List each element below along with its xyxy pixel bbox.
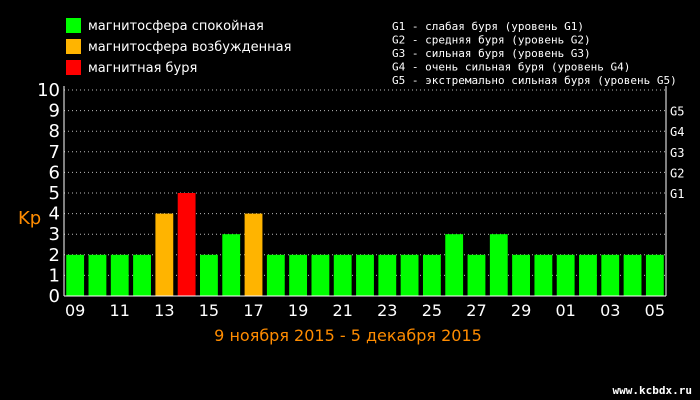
g-level-tick-label: G3 [670,146,684,160]
kp-bar [512,254,530,296]
x-tick-label: 01 [555,301,575,320]
kp-bar [356,254,374,296]
y-tick-label: 2 [49,245,60,266]
x-tick-label: 11 [110,301,130,320]
kp-bar [88,254,107,296]
y-tick-label: 5 [49,183,60,204]
g-level-tick-label: G4 [670,125,684,139]
kp-bar [400,254,419,296]
kp-bar [601,254,620,296]
x-tick-label: 03 [600,301,620,320]
y-tick-label: 9 [49,101,60,122]
storm-level-description: G3 - сильная буря (уровень G3) [392,47,591,60]
kp-bar [66,254,85,296]
kp-bar [333,254,352,296]
g-level-tick-label: G2 [670,166,684,180]
x-tick-label: 09 [65,301,85,320]
g-level-tick-label: G5 [670,105,684,119]
y-tick-label: 8 [49,121,60,142]
y-tick-label: 4 [49,204,60,225]
x-tick-label: 05 [645,301,665,320]
kp-bar [623,254,642,296]
legend-swatch [66,60,81,75]
storm-level-description: G5 - экстремально сильная буря (уровень … [392,74,677,87]
kp-bar [155,213,174,296]
kp-bar [177,193,196,296]
storm-level-description: G4 - очень сильная буря (уровень G4) [392,61,630,74]
kp-bar [467,254,486,296]
x-tick-label: 29 [511,301,531,320]
kp-bar [534,254,553,296]
kp-bar [445,234,464,296]
y-tick-label: 3 [49,224,60,245]
kp-bar [200,254,218,296]
legend-swatch [66,18,81,33]
legend-label: магнитная буря [88,61,197,76]
kp-bar [311,254,330,296]
kp-bar [289,254,308,296]
kp-bar [222,234,241,296]
storm-level-description: G1 - слабая буря (уровень G1) [392,20,584,33]
kp-bar [266,254,285,296]
x-tick-label: 15 [199,301,219,320]
kp-bar [556,254,575,296]
kp-bar [422,254,441,296]
x-tick-label: 25 [422,301,442,320]
chart-subtitle: 9 ноября 2015 - 5 декабря 2015 [214,326,482,345]
kp-bar [378,254,397,296]
kp-bar [645,254,664,296]
legend-label: магнитосфера возбужденная [88,40,291,55]
y-tick-label: 7 [49,142,60,163]
y-tick-label: 1 [49,265,60,286]
g-level-tick-label: G1 [670,187,684,201]
x-tick-label: 27 [466,301,486,320]
y-tick-label: 10 [37,80,60,101]
x-tick-label: 19 [288,301,308,320]
x-tick-label: 23 [377,301,397,320]
kp-bar [110,254,129,296]
legend-label: магнитосфера спокойная [88,19,264,34]
kp-bar [244,213,263,296]
kp-bar [489,234,508,296]
kp-bar [579,254,597,296]
y-tick-label: 6 [49,162,60,183]
kp-bar [133,254,151,296]
x-tick-label: 21 [333,301,353,320]
x-tick-label: 13 [154,301,174,320]
y-tick-label: 0 [49,286,60,307]
storm-level-description: G2 - средняя буря (уровень G2) [392,34,591,47]
y-axis-label: Kp [18,208,41,229]
legend-swatch [66,39,81,54]
x-tick-label: 17 [243,301,263,320]
site-watermark: www.kcbdx.ru [613,384,692,397]
